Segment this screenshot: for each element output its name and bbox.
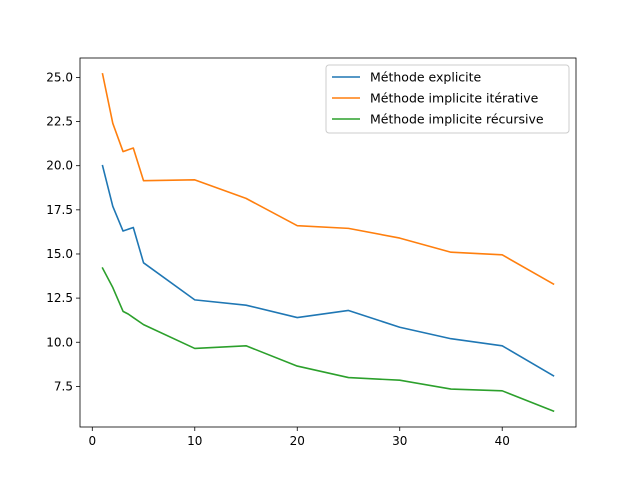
y-tick-label: 10.0 xyxy=(46,335,73,349)
y-tick-label: 17.5 xyxy=(46,203,73,217)
legend: Méthode explicite Méthode implicite itéra… xyxy=(325,64,570,134)
series-line-1 xyxy=(101,72,555,286)
legend-label-0: Méthode explicite xyxy=(370,70,482,85)
y-tick-label: 20.0 xyxy=(46,159,73,173)
x-tick-label: 40 xyxy=(495,434,510,448)
y-axis: 7.5 10.0 12.5 15.0 17.5 20.0 22.5 25.0 xyxy=(46,70,80,393)
legend-label-1: Méthode implicite itérative xyxy=(370,91,539,106)
y-tick-label: 22.5 xyxy=(46,115,73,129)
y-tick-label: 15.0 xyxy=(46,247,73,261)
series-line-0 xyxy=(101,164,555,377)
x-tick-label: 10 xyxy=(187,434,202,448)
x-tick-label: 20 xyxy=(290,434,305,448)
y-tick-label: 25.0 xyxy=(46,70,73,84)
legend-box xyxy=(325,64,570,134)
x-axis: 0 10 20 30 40 xyxy=(88,427,510,448)
series-line-2 xyxy=(101,267,555,413)
y-tick-label: 12.5 xyxy=(46,291,73,305)
x-tick-label: 0 xyxy=(88,434,96,448)
y-tick-label: 7.5 xyxy=(54,379,73,393)
plot-frame xyxy=(79,57,577,428)
x-tick-label: 30 xyxy=(392,434,407,448)
series-layer xyxy=(101,72,555,413)
legend-label-2: Méthode implicite récursive xyxy=(370,112,544,127)
